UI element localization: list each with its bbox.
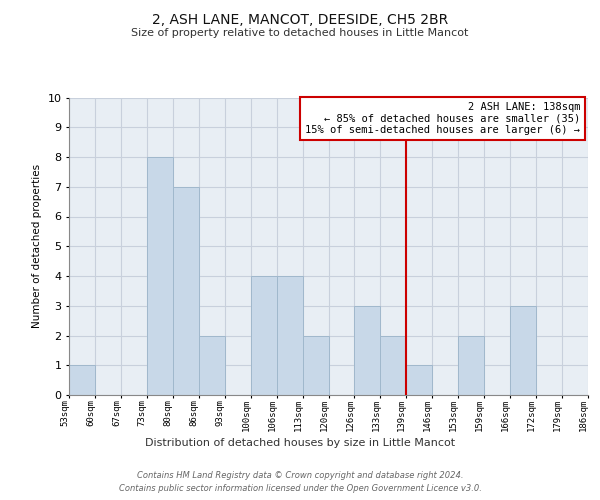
Bar: [147, 157, 173, 395]
Bar: [277, 276, 302, 395]
Y-axis label: Number of detached properties: Number of detached properties: [32, 164, 42, 328]
Bar: [406, 365, 432, 395]
Bar: [380, 336, 406, 395]
Text: Size of property relative to detached houses in Little Mancot: Size of property relative to detached ho…: [131, 28, 469, 38]
Text: Distribution of detached houses by size in Little Mancot: Distribution of detached houses by size …: [145, 438, 455, 448]
Bar: [251, 276, 277, 395]
Bar: [355, 306, 380, 395]
Text: Contains HM Land Registry data © Crown copyright and database right 2024.: Contains HM Land Registry data © Crown c…: [137, 471, 463, 480]
Bar: [510, 306, 536, 395]
Bar: [199, 336, 224, 395]
Bar: [458, 336, 484, 395]
Bar: [69, 365, 95, 395]
Text: 2, ASH LANE, MANCOT, DEESIDE, CH5 2BR: 2, ASH LANE, MANCOT, DEESIDE, CH5 2BR: [152, 12, 448, 26]
Bar: [302, 336, 329, 395]
Text: Contains public sector information licensed under the Open Government Licence v3: Contains public sector information licen…: [119, 484, 481, 493]
Text: 2 ASH LANE: 138sqm
← 85% of detached houses are smaller (35)
15% of semi-detache: 2 ASH LANE: 138sqm ← 85% of detached hou…: [305, 102, 580, 135]
Bar: [173, 186, 199, 395]
